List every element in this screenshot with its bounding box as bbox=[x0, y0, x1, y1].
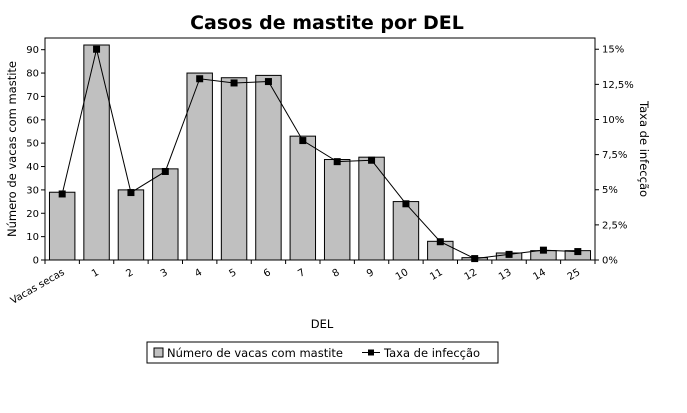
right-tick-label: 12,5% bbox=[602, 80, 634, 91]
line-point-25 bbox=[574, 248, 582, 256]
line-point-10 bbox=[402, 200, 410, 208]
x-axis-label: DEL bbox=[311, 317, 334, 331]
x-tick-label: 13 bbox=[497, 267, 514, 283]
x-tick-label: 10 bbox=[394, 267, 411, 283]
left-tick-label: 0 bbox=[33, 256, 39, 267]
chart-title: Casos de mastite por DEL bbox=[190, 12, 464, 34]
bar-2 bbox=[117, 189, 145, 261]
bar-7 bbox=[289, 135, 317, 261]
line-point-9 bbox=[368, 156, 376, 164]
left-tick-label: 80 bbox=[26, 69, 39, 80]
x-tick-label: 14 bbox=[531, 267, 548, 283]
infection-rate-line bbox=[61, 49, 578, 260]
left-tick-label: 70 bbox=[26, 92, 39, 103]
left-tick-label: 30 bbox=[26, 185, 39, 196]
legend-line-marker bbox=[368, 349, 374, 356]
left-tick-label: 20 bbox=[26, 209, 39, 220]
legend-bar-swatch bbox=[153, 347, 164, 358]
line-point-6 bbox=[264, 78, 272, 86]
x-tick-label: 3 bbox=[159, 267, 170, 280]
bar-10 bbox=[392, 201, 420, 261]
line-point-12 bbox=[471, 255, 479, 263]
line-point-5 bbox=[230, 79, 238, 87]
x-axis: Vacas secas 1 2 3 4 5 6 7 8 9 10 11 12 13 14 25 bbox=[9, 260, 596, 307]
left-tick-label: 90 bbox=[26, 45, 39, 56]
line-point-2 bbox=[127, 189, 135, 197]
right-tick-label: 15% bbox=[602, 45, 624, 56]
bar-8 bbox=[323, 159, 351, 261]
right-tick-label: 7,5% bbox=[602, 150, 627, 161]
x-tick-label: Vacas secas bbox=[9, 267, 67, 307]
bar-5 bbox=[220, 77, 248, 261]
x-tick-label: 2 bbox=[124, 267, 135, 280]
line-point-7 bbox=[299, 137, 307, 145]
x-tick-label: 25 bbox=[566, 267, 583, 283]
y-axis-label: Número de vacas com mastite bbox=[5, 61, 19, 237]
right-tick-label: 10% bbox=[602, 115, 624, 126]
right-tick-label: 0% bbox=[602, 256, 618, 267]
x-tick-label: 9 bbox=[365, 267, 376, 280]
x-tick-label: 12 bbox=[463, 267, 480, 283]
line-point-3 bbox=[161, 167, 169, 175]
legend-line-label: Taxa de infecção bbox=[383, 346, 480, 360]
x-tick-label: 4 bbox=[193, 267, 204, 280]
x-tick-label: 6 bbox=[262, 267, 273, 280]
legend-box bbox=[146, 341, 499, 364]
right-tick-label: 2,5% bbox=[602, 220, 627, 231]
x-tick-label: 11 bbox=[428, 267, 445, 283]
left-axis: 0 10 20 30 40 50 60 70 80 90 bbox=[26, 45, 45, 267]
x-tick-label: 8 bbox=[331, 267, 342, 280]
left-tick-label: 10 bbox=[26, 232, 39, 243]
line-point-11 bbox=[436, 238, 444, 246]
bar-9 bbox=[358, 156, 385, 261]
right-tick-label: 5% bbox=[602, 185, 618, 196]
x-tick-label: 1 bbox=[90, 267, 101, 280]
bar-3 bbox=[152, 168, 179, 261]
x-tick-label: 5 bbox=[228, 267, 239, 280]
right-axis: 0% 2,5% 5% 7,5% 10% 12,5% 15% bbox=[595, 45, 634, 267]
line-point-4 bbox=[196, 75, 204, 83]
legend: Número de vacas com mastite Taxa de infe… bbox=[146, 341, 499, 364]
y2-axis-label: Taxa de infecção bbox=[637, 100, 651, 197]
bar-1 bbox=[83, 44, 110, 261]
left-tick-label: 50 bbox=[26, 139, 39, 150]
line-point-14 bbox=[539, 246, 547, 254]
left-tick-label: 40 bbox=[26, 162, 39, 173]
left-tick-label: 60 bbox=[26, 115, 39, 126]
bar-6 bbox=[255, 74, 282, 261]
bar-4 bbox=[186, 72, 213, 261]
line-point-1 bbox=[93, 45, 101, 53]
x-tick-label: 7 bbox=[296, 267, 307, 280]
bar-layer bbox=[48, 44, 592, 261]
line-point-13 bbox=[505, 250, 513, 258]
line-point-8 bbox=[333, 158, 341, 166]
line-layer bbox=[58, 45, 582, 263]
bar-vacas-secas bbox=[48, 191, 76, 261]
legend-bar-label: Número de vacas com mastite bbox=[167, 346, 343, 360]
line-point-vacas-secas bbox=[58, 190, 66, 198]
